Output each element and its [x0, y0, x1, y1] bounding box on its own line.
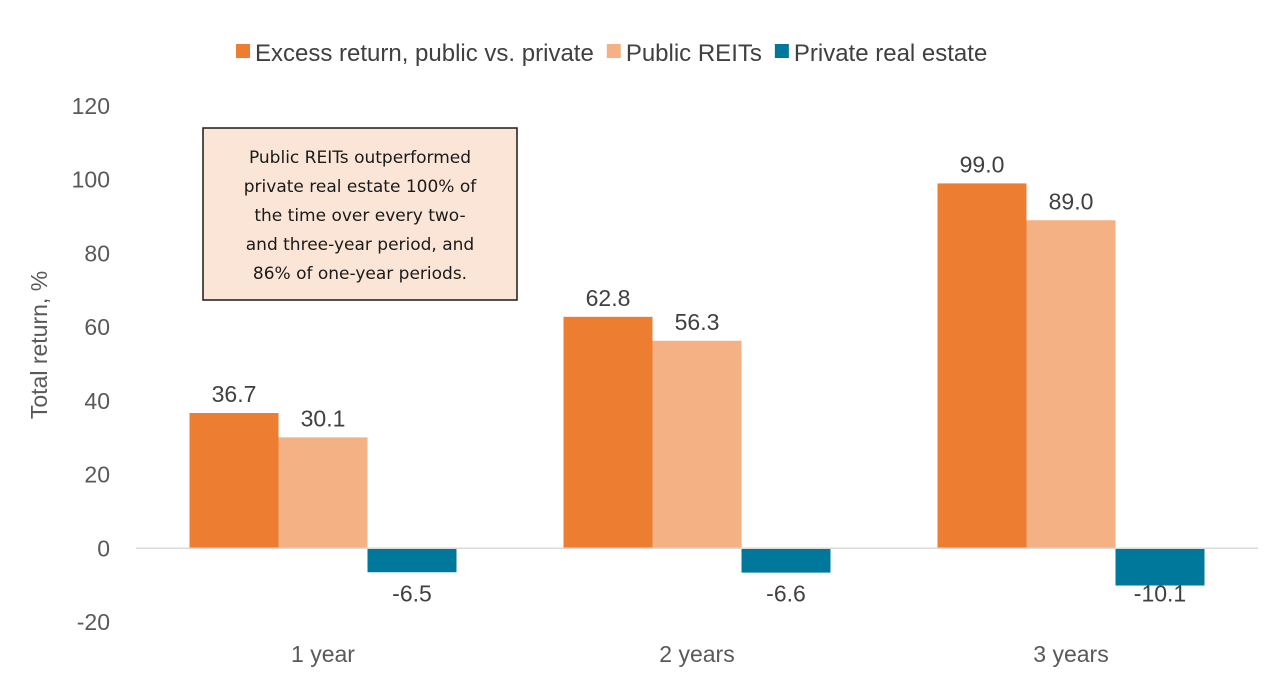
x-tick-label: 2 years [659, 641, 734, 667]
annotation-line: and three-year period, and [246, 235, 474, 255]
y-tick-label: -20 [77, 609, 110, 635]
bars [189, 183, 1205, 586]
x-tick-label: 3 years [1033, 641, 1108, 667]
annotation-line: 86% of one-year periods. [253, 264, 467, 284]
bar [937, 183, 1027, 549]
y-tick-label: 40 [84, 388, 110, 414]
data-label: 56.3 [675, 309, 720, 335]
annotation-background [202, 127, 518, 301]
y-tick-label: 60 [84, 314, 110, 340]
bar [741, 548, 831, 573]
data-label: 89.0 [1049, 188, 1094, 214]
y-axis-ticks: 120 100 80 60 40 20 0 -20 [72, 93, 110, 635]
annotation-box: Public REITs outperformed private real es… [202, 127, 518, 301]
bar [1026, 220, 1116, 549]
data-label: -10.1 [1134, 580, 1186, 606]
data-label: 36.7 [212, 381, 257, 407]
y-tick-label: 120 [72, 93, 110, 119]
data-labels: 36.7 30.1 -6.5 62.8 56.3 -6.6 99.0 89.0 -10.1 [212, 151, 1187, 606]
y-axis-label: Total return, % [26, 271, 52, 419]
category-labels: 1 year 2 years 3 years [291, 641, 1109, 667]
bar [189, 413, 279, 549]
data-label: -6.5 [392, 580, 432, 606]
y-tick-label: 20 [84, 462, 110, 488]
legend-entry: Excess return, public vs. private [255, 40, 594, 67]
annotation-line: Public REITs outperformed [249, 148, 471, 168]
data-label: 30.1 [301, 405, 346, 431]
data-label: -6.6 [766, 580, 806, 606]
y-tick-label: 100 [72, 167, 110, 193]
bar [563, 316, 653, 549]
bar [367, 548, 457, 573]
annotation-line: the time over every two- [254, 206, 465, 226]
x-tick-label: 1 year [291, 641, 355, 667]
legend-entry: Public REITs [626, 40, 762, 67]
bar [652, 340, 742, 549]
bar [278, 437, 368, 549]
legend-swatch [236, 44, 250, 58]
bar [1115, 548, 1205, 586]
annotation-line: private real estate 100% of [244, 177, 477, 197]
y-tick-label: 80 [84, 240, 110, 266]
legend-swatch [606, 44, 621, 58]
data-label: 62.8 [586, 285, 631, 311]
y-tick-label: 0 [97, 535, 110, 561]
legend-swatch [774, 44, 789, 58]
legend-entry: Private real estate [794, 40, 987, 67]
data-label: 99.0 [960, 151, 1005, 177]
legend: Excess return, public vs. private Public … [236, 40, 987, 67]
